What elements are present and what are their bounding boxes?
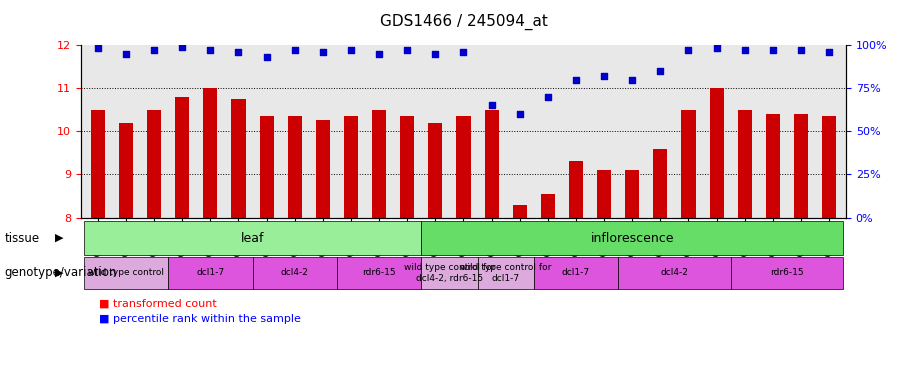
Bar (484, 110, 499, 218)
Text: GDS1466 / 245094_at: GDS1466 / 245094_at (380, 14, 547, 30)
Point (400, 47, 414, 53)
Point (625, 76, 639, 82)
Point (456, 49, 471, 55)
Point (203, 47, 218, 53)
Bar (400, 116, 414, 218)
Point (259, 54, 274, 60)
Point (822, 49, 836, 55)
Point (794, 47, 808, 53)
Bar (597, 170, 611, 217)
Text: dcl1-7: dcl1-7 (196, 268, 224, 278)
Point (541, 94, 555, 100)
Point (119, 51, 133, 57)
Text: leaf: leaf (241, 232, 265, 244)
Bar (372, 110, 386, 218)
Text: wild type control for
dcl1-7: wild type control for dcl1-7 (460, 263, 552, 282)
Bar (428, 123, 443, 218)
Text: ▶: ▶ (55, 268, 63, 278)
Bar (653, 148, 668, 217)
Point (316, 49, 330, 55)
Bar (709, 88, 724, 218)
Point (709, 45, 724, 51)
Text: wild type control: wild type control (88, 268, 164, 278)
Bar (147, 110, 161, 218)
Bar (456, 116, 471, 218)
Point (344, 47, 358, 53)
Point (766, 47, 780, 53)
Bar (822, 116, 836, 218)
Text: rdr6-15: rdr6-15 (770, 268, 804, 278)
Text: dcl1-7: dcl1-7 (562, 268, 590, 278)
Point (653, 68, 668, 74)
Text: rdr6-15: rdr6-15 (363, 268, 396, 278)
Bar (626, 170, 639, 217)
Bar (738, 110, 752, 218)
Point (175, 44, 190, 50)
Text: dcl4-2: dcl4-2 (281, 268, 309, 278)
Bar (91, 110, 105, 218)
Point (91, 45, 105, 51)
Bar (119, 123, 133, 218)
Point (484, 102, 499, 108)
Point (737, 47, 751, 53)
Point (428, 51, 443, 57)
Bar (513, 204, 526, 218)
Point (372, 51, 386, 57)
Point (147, 47, 161, 53)
Text: wild type control for
dcl4-2, rdr6-15: wild type control for dcl4-2, rdr6-15 (404, 263, 495, 282)
Point (288, 47, 302, 53)
Bar (176, 97, 189, 218)
Bar (203, 88, 218, 218)
Text: inflorescence: inflorescence (590, 232, 674, 244)
Point (231, 49, 246, 55)
Point (681, 47, 696, 53)
Bar (766, 114, 780, 218)
Bar (231, 99, 246, 218)
Bar (569, 161, 583, 218)
Bar (259, 116, 274, 218)
Text: ▶: ▶ (55, 233, 63, 243)
Point (569, 76, 583, 82)
Bar (681, 110, 696, 218)
Text: dcl4-2: dcl4-2 (661, 268, 688, 278)
Text: ■ percentile rank within the sample: ■ percentile rank within the sample (99, 314, 301, 324)
Bar (794, 114, 808, 218)
Bar (316, 120, 330, 218)
Text: genotype/variation: genotype/variation (4, 266, 117, 279)
Point (513, 111, 527, 117)
Text: tissue: tissue (4, 232, 40, 244)
Bar (344, 116, 358, 218)
Bar (288, 116, 302, 218)
Bar (541, 194, 555, 217)
Text: ■ transformed count: ■ transformed count (99, 299, 217, 309)
Point (597, 73, 611, 79)
